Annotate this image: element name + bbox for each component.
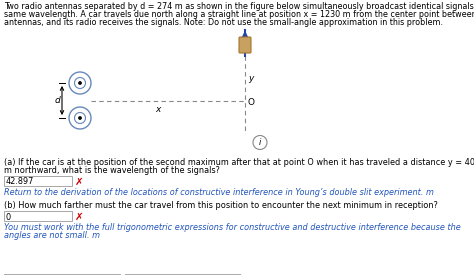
Circle shape xyxy=(79,81,82,85)
Text: antennas, and its radio receives the signals. Note: Do not use the small-angle a: antennas, and its radio receives the sig… xyxy=(4,18,443,27)
Text: same wavelength. A car travels due north along a straight line at position x = 1: same wavelength. A car travels due north… xyxy=(4,10,474,19)
Text: Two radio antennas separated by d = 274 m as shown in the figure below simultane: Two radio antennas separated by d = 274 … xyxy=(4,2,474,11)
Text: 42.897: 42.897 xyxy=(6,177,34,187)
Text: ✗: ✗ xyxy=(75,212,84,222)
FancyBboxPatch shape xyxy=(239,37,251,53)
Text: You must work with the full trigonometric expressions for constructive and destr: You must work with the full trigonometri… xyxy=(4,223,461,232)
Text: (b) How much farther must the car travel from this position to encounter the nex: (b) How much farther must the car travel… xyxy=(4,201,438,210)
Text: i: i xyxy=(259,138,261,147)
Text: ✗: ✗ xyxy=(75,177,84,187)
Text: d: d xyxy=(54,96,60,105)
Text: (a) If the car is at the position of the second maximum after that at point O wh: (a) If the car is at the position of the… xyxy=(4,158,474,167)
Circle shape xyxy=(79,116,82,120)
FancyBboxPatch shape xyxy=(4,211,72,221)
Text: x: x xyxy=(155,105,161,115)
Text: Return to the derivation of the locations of constructive interference in Young’: Return to the derivation of the location… xyxy=(4,188,434,197)
Text: m northward, what is the wavelength of the signals?: m northward, what is the wavelength of t… xyxy=(4,166,220,175)
Text: angles are not small. m: angles are not small. m xyxy=(4,231,100,240)
FancyBboxPatch shape xyxy=(4,176,72,186)
Text: 0: 0 xyxy=(6,212,11,222)
Text: y: y xyxy=(248,74,254,83)
Text: O: O xyxy=(248,98,255,107)
